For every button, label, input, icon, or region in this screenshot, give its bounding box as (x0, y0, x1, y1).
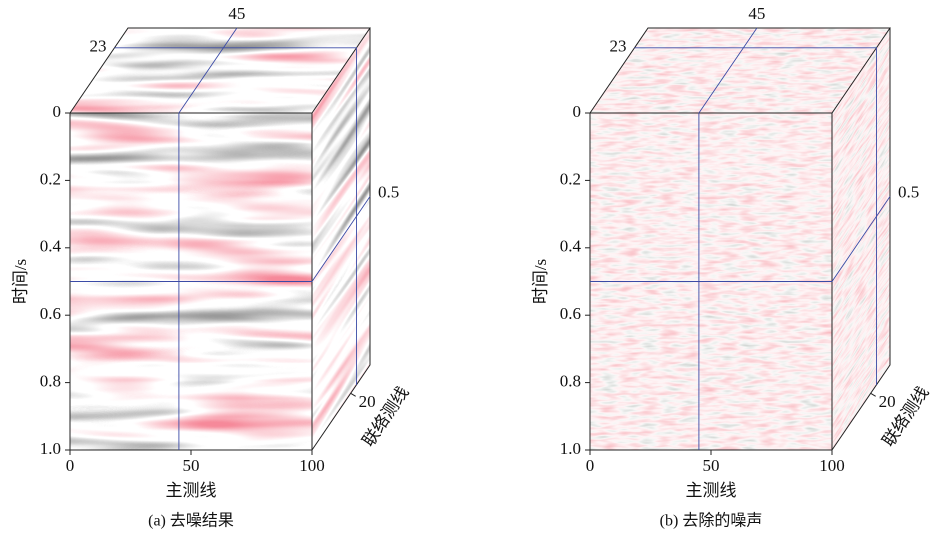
slice-line (70, 196, 371, 282)
caption: (b) 去除的噪声 (660, 512, 763, 530)
slice-label: 23 (89, 37, 106, 56)
y-tick-label: 0.4 (40, 237, 62, 256)
y-tick-label: 0.8 (560, 372, 581, 391)
slice-line (698, 27, 758, 450)
top-face (70, 27, 370, 113)
caption: (a) 去噪结果 (148, 512, 234, 530)
z-tick-label: 20 (359, 392, 376, 411)
slice-label: 0.5 (378, 182, 399, 201)
slice-line (114, 47, 357, 385)
y-tick-label: 1.0 (560, 439, 581, 458)
z-tick (350, 392, 356, 397)
z-tick-label: 20 (879, 392, 896, 411)
y-tick-label: 0.6 (40, 304, 61, 323)
x-axis-label: 主测线 (166, 481, 217, 500)
y-axis-label: 时间/s (531, 259, 550, 304)
y-tick-label: 0.6 (560, 304, 581, 323)
x-tick-label: 50 (183, 456, 200, 475)
slice-line (634, 47, 877, 385)
slice-label: 23 (609, 37, 626, 56)
top-texture (590, 27, 890, 113)
y-tick-label: 0 (573, 102, 582, 121)
y-tick-label: 0 (53, 102, 62, 121)
y-axis-label: 时间/s (11, 259, 30, 304)
y-tick-label: 0.2 (560, 169, 581, 188)
x-tick-label: 0 (66, 456, 75, 475)
x-tick-label: 0 (586, 456, 595, 475)
y-tick-label: 0.4 (560, 237, 582, 256)
x-tick-label: 100 (819, 456, 845, 475)
slice-label: 45 (748, 4, 765, 23)
slice-label: 0.5 (898, 182, 919, 201)
z-tick (870, 392, 876, 397)
x-tick-label: 50 (703, 456, 720, 475)
slice-line (178, 27, 238, 450)
x-tick-label: 100 (299, 456, 325, 475)
y-tick-label: 1.0 (40, 439, 61, 458)
slice-line (590, 196, 891, 282)
x-axis-label: 主测线 (686, 481, 737, 500)
y-tick-label: 0.2 (40, 169, 61, 188)
top-texture (70, 27, 370, 113)
slice-label: 45 (228, 4, 245, 23)
y-tick-label: 0.8 (40, 372, 61, 391)
top-face (590, 27, 890, 113)
